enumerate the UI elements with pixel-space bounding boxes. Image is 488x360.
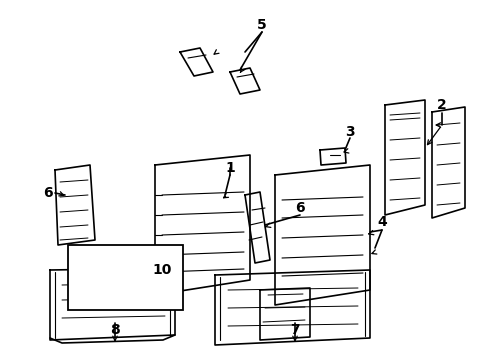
Text: 6: 6 [295, 201, 304, 215]
Text: 1: 1 [224, 161, 234, 175]
Text: 7: 7 [289, 323, 299, 337]
Text: 3: 3 [345, 125, 354, 139]
Text: 6: 6 [43, 186, 53, 200]
Text: 5: 5 [257, 18, 266, 32]
Text: 4: 4 [376, 215, 386, 229]
Text: 9: 9 [67, 258, 77, 272]
Text: 10: 10 [152, 263, 171, 277]
Text: 2: 2 [436, 98, 446, 112]
Bar [68, 245, 183, 310]
Text: 8: 8 [110, 323, 120, 337]
